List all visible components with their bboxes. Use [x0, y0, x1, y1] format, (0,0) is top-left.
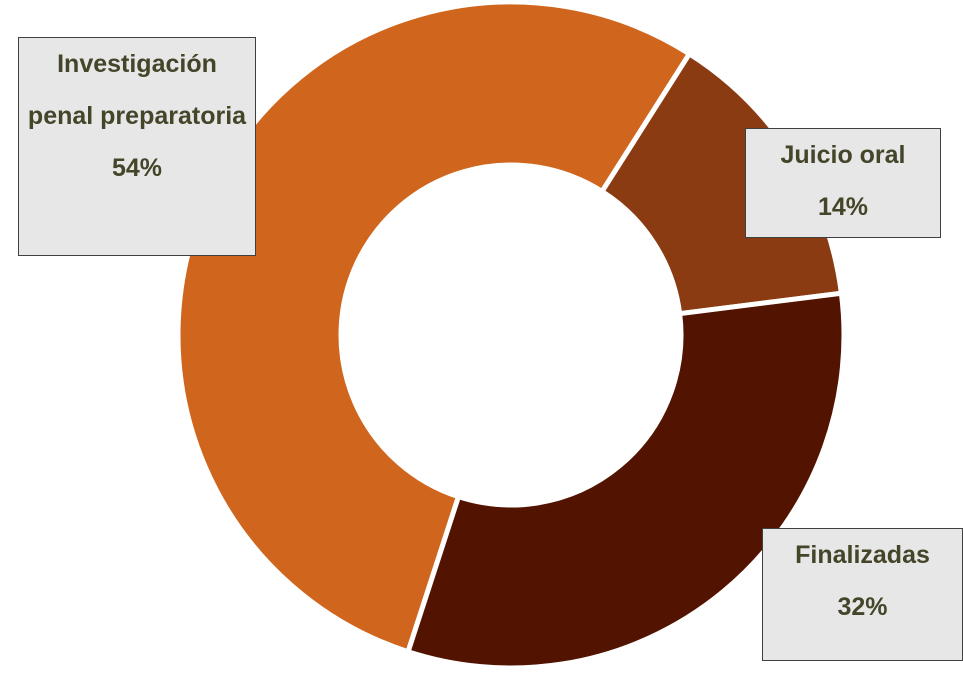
value-label: 54%	[111, 154, 163, 182]
data-label: Juicio oral 14%	[745, 128, 941, 238]
value-label: 14%	[817, 193, 869, 221]
data-label: Finalizadas 32%	[762, 528, 963, 661]
category-label: Juicio oral	[780, 141, 906, 169]
category-label: Investigación penal preparatoria	[27, 50, 247, 130]
donut-segment	[598, 50, 845, 317]
category-label: Finalizadas	[795, 541, 930, 569]
donut-segment	[175, 0, 693, 655]
donut-segment	[404, 290, 847, 671]
value-label: 32%	[837, 593, 888, 621]
data-label: Investigación penal preparatoria 54%	[18, 37, 256, 256]
